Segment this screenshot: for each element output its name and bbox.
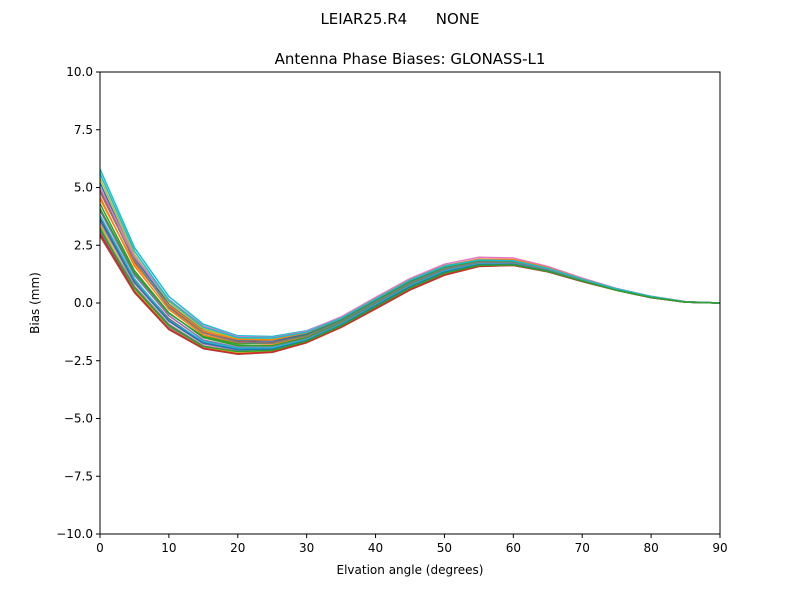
y-tick-label: 2.5 (74, 238, 93, 252)
y-tick-label: 5.0 (74, 181, 93, 195)
x-axis-label: Elvation angle (degrees) (337, 563, 484, 577)
figure-suptitle: LEIAR25.R4 NONE (320, 10, 479, 28)
y-tick-label: −5.0 (64, 412, 93, 426)
x-tick-label: 20 (230, 541, 245, 555)
x-tick-label: 0 (96, 541, 104, 555)
y-tick-label: 10.0 (66, 65, 93, 79)
x-axis: 0 10 20 30 40 50 60 70 80 90 (96, 534, 728, 555)
x-tick-label: 50 (437, 541, 452, 555)
y-tick-label: 7.5 (74, 123, 93, 137)
x-tick-label: 90 (712, 541, 727, 555)
y-axis-label: Bias (mm) (28, 272, 42, 334)
x-tick-label: 30 (299, 541, 314, 555)
series-line-1 (99, 168, 721, 338)
x-tick-label: 70 (575, 541, 590, 555)
x-tick-label: 10 (161, 541, 176, 555)
y-tick-label: 0.0 (74, 296, 93, 310)
series-line-21 (99, 173, 721, 339)
axes-frame (99, 71, 721, 535)
y-tick-label: −7.5 (64, 469, 93, 483)
chart-title: Antenna Phase Biases: GLONASS-L1 (275, 50, 546, 68)
y-tick-label: −10.0 (56, 527, 93, 541)
y-tick-label: −2.5 (64, 354, 93, 368)
series-line-22 (99, 228, 721, 353)
y-axis: 10.0 7.5 5.0 2.5 0.0 −2.5 −5.0 −7.5 −10.0 (56, 65, 100, 541)
x-tick-label: 80 (643, 541, 658, 555)
x-tick-label: 40 (368, 541, 383, 555)
x-tick-label: 60 (506, 541, 521, 555)
plot-area (99, 168, 721, 356)
